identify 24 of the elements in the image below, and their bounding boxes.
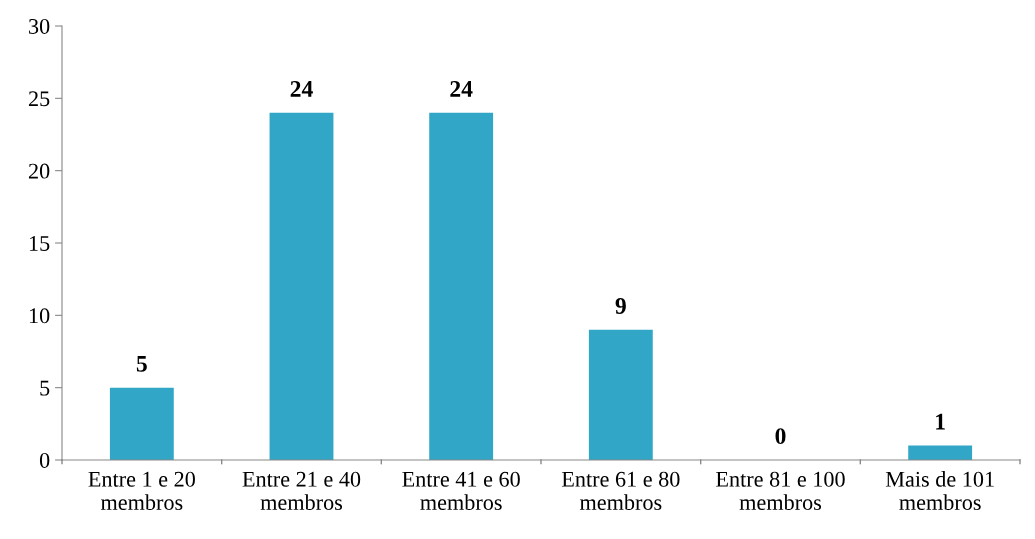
x-tick-label: Entre 61 e 80 membros bbox=[561, 471, 680, 510]
x-tick-label: Mais de 101 membros bbox=[885, 471, 994, 510]
bar bbox=[269, 112, 334, 460]
x-tick-label: Entre 81 e 100 membros bbox=[716, 471, 845, 510]
data-label: 24 bbox=[450, 81, 473, 97]
bar bbox=[429, 112, 494, 460]
x-tick-label: Entre 1 e 20 membros bbox=[88, 471, 195, 510]
x-tick-label: Entre 41 e 60 membros bbox=[402, 471, 520, 510]
bar bbox=[588, 329, 653, 460]
y-tick-label: 15 bbox=[29, 236, 50, 251]
bar bbox=[908, 445, 973, 460]
y-tick-label: 20 bbox=[28, 163, 50, 179]
bar bbox=[109, 387, 174, 460]
data-label: 5 bbox=[136, 356, 147, 372]
y-tick-label: 25 bbox=[28, 91, 50, 107]
x-tick-label: Entre 21 e 40 membros bbox=[242, 471, 361, 510]
data-label: 9 bbox=[615, 298, 626, 314]
y-tick-label: 30 bbox=[29, 18, 50, 34]
data-label: 0 bbox=[775, 428, 786, 445]
data-label: 24 bbox=[290, 81, 313, 97]
y-tick-label: 10 bbox=[29, 308, 50, 324]
y-tick-label: 5 bbox=[40, 380, 50, 396]
y-tick-label: 0 bbox=[39, 452, 50, 468]
data-label: 1 bbox=[936, 413, 945, 430]
